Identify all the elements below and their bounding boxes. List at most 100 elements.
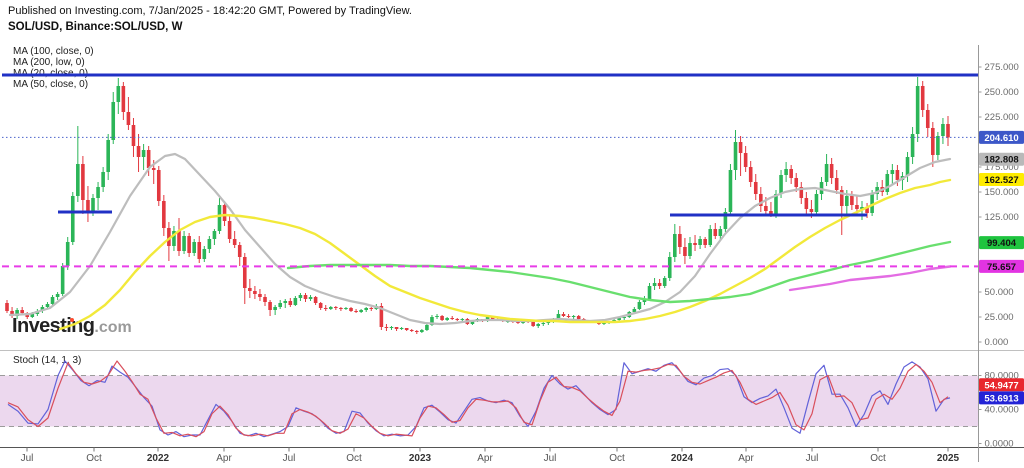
- candle: [5, 303, 9, 311]
- candle: [167, 228, 171, 246]
- ma50-badge: [979, 172, 1024, 186]
- stoch-tick-label: 40.0000: [985, 405, 1019, 416]
- candle: [925, 110, 930, 128]
- candle: [50, 297, 55, 304]
- candle: [637, 302, 642, 309]
- candle: [905, 157, 910, 176]
- investing-logo: Investing.com: [12, 315, 132, 338]
- candle: [45, 304, 50, 307]
- candle: [678, 234, 682, 247]
- time-tick-label: Jul: [544, 453, 557, 464]
- candle: [941, 124, 945, 136]
- candle: [936, 136, 940, 155]
- candle: [394, 327, 399, 329]
- candle: [248, 288, 252, 291]
- candle: [566, 316, 571, 317]
- candle: [293, 298, 298, 305]
- candle: [839, 190, 844, 206]
- candle: [688, 243, 692, 256]
- candle: [65, 242, 70, 266]
- candle: [217, 205, 222, 231]
- candle: [81, 164, 85, 200]
- candle: [369, 308, 374, 309]
- candle: [172, 231, 176, 246]
- ma20-badge: [979, 152, 1024, 166]
- candle: [40, 307, 45, 311]
- time-tick-label: Oct: [609, 453, 625, 464]
- candle: [192, 242, 196, 253]
- candle: [946, 124, 950, 138]
- candle: [151, 168, 156, 170]
- candle: [359, 310, 363, 312]
- candle: [708, 229, 713, 245]
- candle: [516, 322, 520, 323]
- candle: [855, 205, 859, 209]
- time-tick-label: Oct: [86, 453, 102, 464]
- candle: [15, 310, 19, 316]
- candle: [617, 318, 621, 320]
- candle: [819, 182, 824, 194]
- candle: [455, 319, 460, 320]
- candle: [490, 317, 495, 319]
- candle: [753, 182, 758, 194]
- candle: [162, 201, 166, 228]
- candle: [723, 212, 728, 229]
- candle: [445, 318, 449, 320]
- stoch-red-line: [7, 360, 949, 438]
- candle: [283, 301, 288, 303]
- candle: [632, 309, 637, 312]
- candle: [845, 196, 849, 206]
- candle: [794, 178, 799, 187]
- ma20-badge-label: 182.808: [984, 155, 1018, 166]
- candle: [673, 234, 677, 257]
- candle: [425, 325, 429, 330]
- candle: [556, 314, 561, 319]
- ma20-line: [8, 152, 952, 326]
- candle: [561, 314, 566, 316]
- candle: [399, 328, 404, 329]
- time-tick-label: 2025: [937, 453, 960, 464]
- candle: [409, 330, 414, 331]
- candle: [328, 307, 333, 309]
- logo-red-dot-icon: [70, 317, 74, 322]
- candle: [450, 318, 455, 319]
- candle: [232, 239, 237, 245]
- candle: [156, 170, 161, 201]
- stoch-red-badge-label: 54.9477: [984, 380, 1018, 391]
- candle: [339, 308, 343, 309]
- time-tick-label: Jul: [806, 453, 819, 464]
- candle: [187, 236, 191, 253]
- candle: [576, 316, 581, 319]
- candle: [420, 330, 424, 332]
- candle: [910, 134, 915, 157]
- time-tick-label: Apr: [216, 453, 232, 464]
- time-tick-label: Jul: [283, 453, 296, 464]
- candle: [278, 303, 282, 307]
- candle: [131, 125, 136, 146]
- candle: [389, 327, 394, 328]
- price-tick-label: 175.000: [985, 162, 1019, 173]
- stoch-blue-line: [7, 360, 951, 438]
- candle: [779, 175, 783, 194]
- candle: [303, 295, 308, 299]
- candle: [126, 112, 131, 125]
- candle: [931, 128, 935, 155]
- candle: [222, 205, 227, 221]
- ma200-badge: [979, 259, 1024, 273]
- candle: [602, 323, 606, 324]
- candle: [55, 294, 60, 297]
- candle: [354, 311, 358, 312]
- symbol-title: SOL/USD, Binance:SOL/USD, W: [8, 21, 183, 33]
- published-line: Published on Investing.com, 7/Jan/2025 -…: [8, 5, 412, 17]
- price-tick-label: 225.000: [985, 112, 1019, 123]
- candle: [111, 102, 116, 140]
- candle: [546, 322, 551, 323]
- price-tick-label: 125.000: [985, 212, 1019, 223]
- candle: [804, 198, 809, 209]
- ma100-badge-label: 99.404: [987, 238, 1017, 249]
- candle: [136, 146, 141, 157]
- ma50-badge-label: 162.527: [984, 175, 1018, 186]
- candle: [875, 187, 879, 194]
